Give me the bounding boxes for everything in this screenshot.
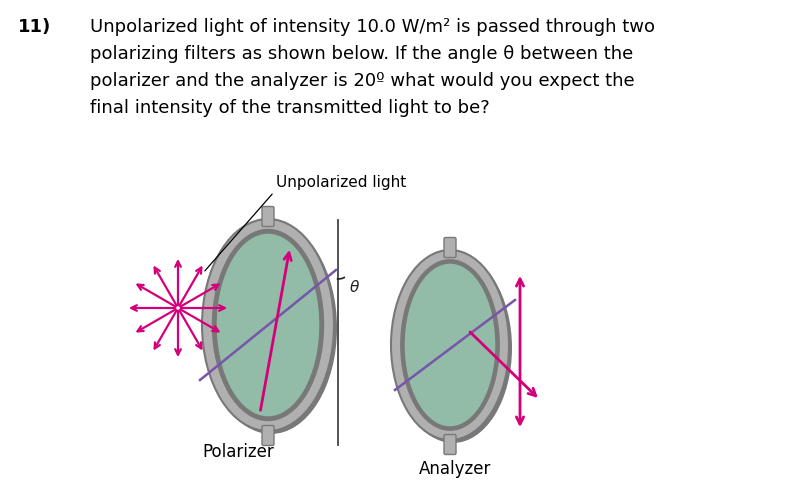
Ellipse shape xyxy=(211,229,324,421)
FancyBboxPatch shape xyxy=(444,238,456,257)
Ellipse shape xyxy=(404,263,496,427)
Text: Unpolarized light: Unpolarized light xyxy=(276,175,407,190)
Text: final intensity of the transmitted light to be?: final intensity of the transmitted light… xyxy=(90,99,490,117)
Ellipse shape xyxy=(205,222,337,434)
FancyBboxPatch shape xyxy=(262,426,274,446)
Ellipse shape xyxy=(400,259,500,431)
Ellipse shape xyxy=(216,233,320,417)
Text: θ: θ xyxy=(350,279,360,294)
FancyBboxPatch shape xyxy=(444,435,456,455)
Text: polarizing filters as shown below. If the angle θ between the: polarizing filters as shown below. If th… xyxy=(90,45,633,63)
Text: 11): 11) xyxy=(18,18,51,36)
Ellipse shape xyxy=(394,253,512,443)
Text: Analyzer: Analyzer xyxy=(419,460,491,478)
Ellipse shape xyxy=(391,250,509,440)
Ellipse shape xyxy=(202,219,334,431)
Text: Unpolarized light of intensity 10.0 W/m² is passed through two: Unpolarized light of intensity 10.0 W/m²… xyxy=(90,18,655,36)
Text: Polarizer: Polarizer xyxy=(202,443,274,461)
Text: polarizer and the analyzer is 20º what would you expect the: polarizer and the analyzer is 20º what w… xyxy=(90,72,634,90)
FancyBboxPatch shape xyxy=(262,207,274,227)
